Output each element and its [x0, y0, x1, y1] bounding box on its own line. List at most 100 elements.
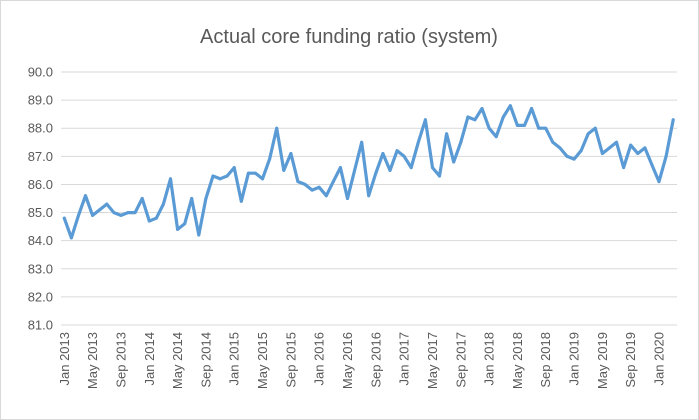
data-point: [317, 185, 321, 189]
data-point: [381, 152, 385, 156]
data-point: [91, 213, 95, 217]
data-point: [409, 166, 413, 170]
data-point: [183, 222, 187, 226]
data-point: [374, 171, 378, 175]
data-point: [197, 233, 201, 237]
x-tick-label: Jan 2019: [567, 332, 582, 386]
data-point: [296, 180, 300, 184]
x-tick-label: Jan 2015: [227, 332, 242, 386]
data-point: [119, 213, 123, 217]
y-tick-label: 88.0: [28, 121, 53, 136]
data-point: [572, 157, 576, 161]
x-tick-label: Jan 2020: [652, 332, 667, 386]
data-point: [98, 208, 102, 212]
data-point: [402, 154, 406, 158]
data-point: [190, 197, 194, 200]
y-tick-label: 81.0: [28, 318, 53, 333]
y-tick-label: 82.0: [28, 289, 53, 304]
data-point: [438, 174, 442, 178]
data-point: [388, 168, 392, 172]
x-tick-label: Sep 2016: [368, 332, 383, 388]
y-tick-label: 83.0: [28, 261, 53, 276]
data-point: [154, 216, 158, 220]
x-tick-label: Jan 2017: [397, 332, 412, 386]
data-point: [593, 126, 597, 130]
x-tick-label: Sep 2019: [623, 332, 638, 388]
y-tick-label: 90.0: [28, 65, 53, 80]
x-tick-label: May 2013: [85, 332, 100, 389]
data-point: [643, 146, 647, 150]
data-point: [275, 126, 279, 130]
x-tick-label: Sep 2018: [538, 332, 553, 388]
data-point: [261, 177, 265, 181]
data-point: [501, 115, 505, 119]
y-tick-label: 86.0: [28, 177, 53, 192]
data-point: [62, 216, 66, 220]
x-tick-label: Sep 2013: [113, 332, 128, 388]
data-point: [289, 152, 293, 156]
data-point: [232, 166, 236, 170]
data-point: [551, 140, 555, 144]
data-point: [310, 188, 314, 192]
data-point: [161, 202, 165, 206]
data-point: [169, 177, 172, 181]
x-tick-label: May 2014: [170, 332, 185, 389]
data-point: [629, 143, 633, 147]
y-tick-label: 89.0: [28, 93, 53, 108]
y-tick-label: 84.0: [28, 233, 53, 248]
data-point: [671, 118, 675, 122]
data-point: [147, 219, 151, 223]
data-point: [487, 126, 491, 130]
data-point: [607, 146, 611, 150]
data-point: [523, 123, 526, 127]
data-point: [331, 180, 335, 184]
data-point: [324, 194, 328, 198]
x-tick-label: Sep 2014: [198, 332, 213, 388]
data-point: [508, 104, 512, 108]
data-point: [112, 211, 116, 215]
x-tick-label: May 2015: [255, 332, 270, 389]
data-point: [360, 140, 364, 144]
data-point: [246, 171, 250, 175]
x-tick-label: Jan 2016: [312, 332, 327, 386]
data-point: [650, 163, 654, 167]
data-point: [218, 177, 222, 181]
data-point: [211, 174, 215, 178]
data-point: [600, 152, 604, 156]
data-point: [473, 118, 477, 122]
x-tick-label: Sep 2017: [453, 332, 468, 388]
data-point: [140, 197, 144, 200]
x-tick-label: Jan 2013: [57, 332, 72, 386]
x-tick-label: May 2019: [595, 332, 610, 389]
data-point: [445, 132, 449, 136]
data-point: [423, 118, 427, 122]
data-point: [204, 197, 208, 200]
chart-title: Actual core funding ratio (system): [200, 26, 498, 48]
data-point: [664, 154, 668, 158]
data-point: [494, 135, 498, 139]
data-point: [176, 227, 180, 231]
data-point: [225, 174, 229, 178]
x-tick-label: May 2017: [425, 332, 440, 389]
y-tick-label: 85.0: [28, 205, 53, 220]
data-point: [622, 166, 626, 170]
x-tick-label: Jan 2014: [142, 332, 157, 386]
data-point: [338, 166, 342, 170]
data-point: [466, 115, 470, 119]
data-point: [480, 107, 484, 111]
data-point: [430, 166, 434, 170]
data-point: [515, 123, 519, 127]
data-point: [133, 211, 137, 215]
x-tick-label: May 2018: [510, 332, 525, 389]
data-point: [615, 140, 619, 144]
data-point: [586, 132, 590, 136]
data-point: [303, 182, 307, 186]
data-point: [416, 140, 420, 144]
data-point: [544, 126, 548, 130]
data-point: [530, 107, 534, 111]
data-point: [636, 152, 640, 156]
y-tick-label: 87.0: [28, 149, 53, 164]
data-point: [69, 236, 73, 240]
data-point: [253, 171, 257, 175]
